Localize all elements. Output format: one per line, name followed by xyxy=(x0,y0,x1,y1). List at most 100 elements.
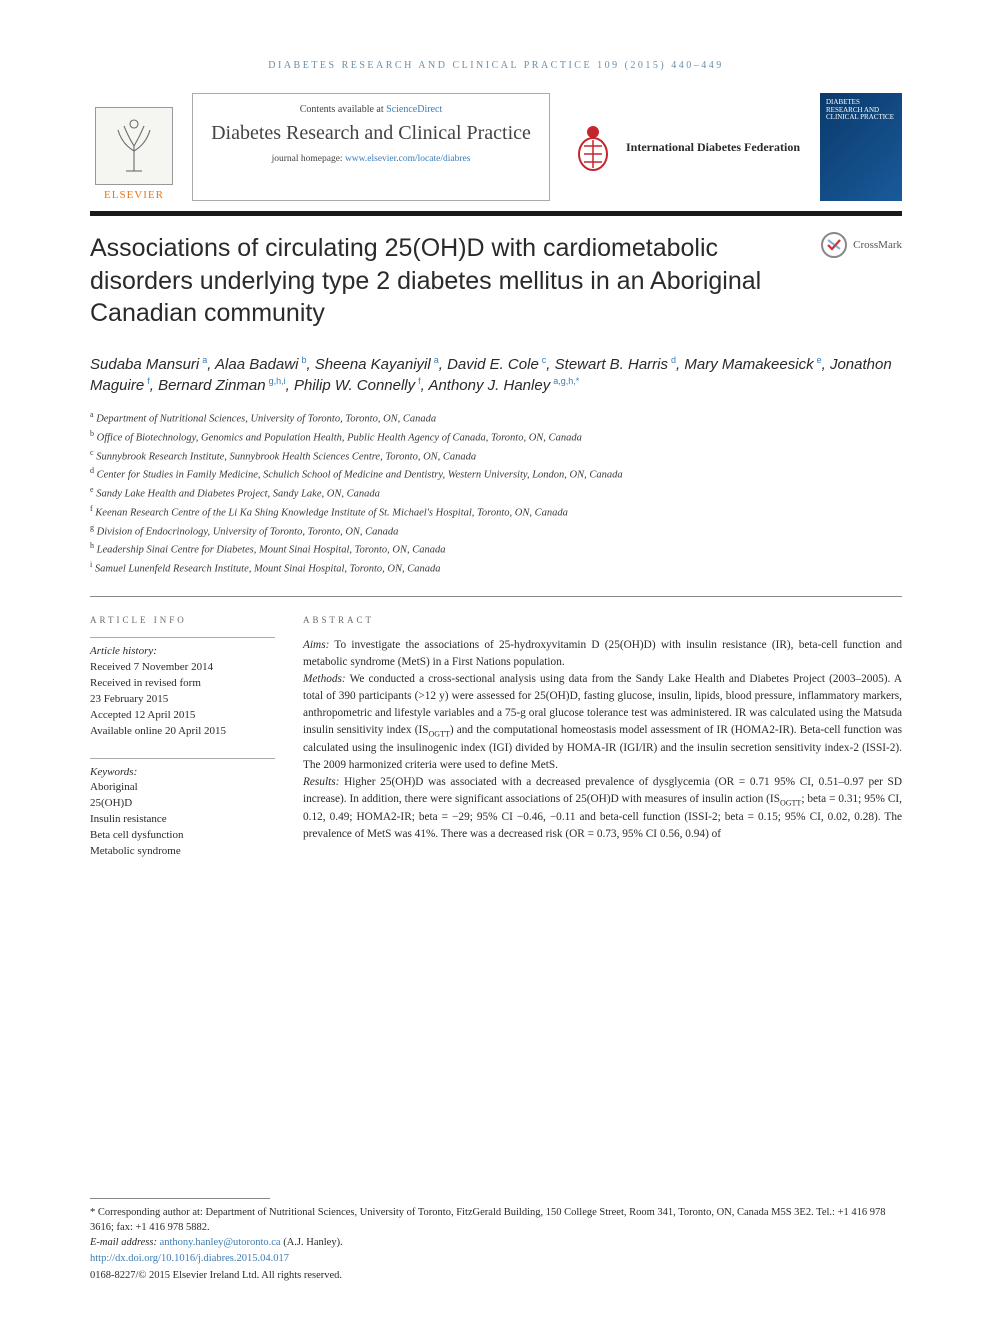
elsevier-logo[interactable]: ELSEVIER xyxy=(90,93,178,201)
article-title: Associations of circulating 25(OH)D with… xyxy=(90,232,803,330)
masthead: ELSEVIER Contents available at ScienceDi… xyxy=(90,93,902,201)
affiliation-line: i Samuel Lunenfeld Research Institute, M… xyxy=(90,559,902,578)
journal-name: Diabetes Research and Clinical Practice xyxy=(211,121,531,146)
article-info-column: ARTICLE INFO Article history: Received 7… xyxy=(90,615,275,878)
copyright-line: 0168-8227/© 2015 Elsevier Ireland Ltd. A… xyxy=(90,1268,902,1283)
author-affil-sup: a xyxy=(202,355,207,365)
author-affil-sup: g,h,i xyxy=(269,376,286,386)
contents-available: Contents available at ScienceDirect xyxy=(300,104,442,115)
author-name: Stewart B. Harris xyxy=(555,356,671,373)
author-name: Anthony J. Hanley xyxy=(428,377,553,394)
affiliation-line: a Department of Nutritional Sciences, Un… xyxy=(90,409,902,428)
rule-thick xyxy=(90,211,902,216)
methods-label: Methods: xyxy=(303,673,346,685)
rule-short-1 xyxy=(90,637,275,638)
affil-key: a xyxy=(90,410,94,419)
article-info-head: ARTICLE INFO xyxy=(90,615,275,625)
masthead-center: Contents available at ScienceDirect Diab… xyxy=(192,93,550,201)
affiliation-line: b Office of Biotechnology, Genomics and … xyxy=(90,428,902,447)
author-affil-sup: b xyxy=(301,355,306,365)
author-name: David E. Cole xyxy=(447,356,542,373)
elsevier-wordmark: ELSEVIER xyxy=(104,189,164,201)
keyword: 25(OH)D xyxy=(90,796,275,812)
email-label: E-mail address: xyxy=(90,1237,157,1248)
results-sub-1: OGTT xyxy=(780,798,801,807)
corr-star: * xyxy=(90,1207,98,1218)
two-column-body: ARTICLE INFO Article history: Received 7… xyxy=(90,615,902,878)
keywords-block: Keywords: Aboriginal25(OH)DInsulin resis… xyxy=(90,765,275,861)
affil-key: b xyxy=(90,429,94,438)
affil-key: h xyxy=(90,541,94,550)
journal-cover-thumb: DIABETES RESEARCH AND CLINICAL PRACTICE xyxy=(820,93,902,201)
email-paren: (A.J. Hanley). xyxy=(283,1237,342,1248)
author-name: Mary Mamakeesick xyxy=(684,356,816,373)
keyword: Aboriginal xyxy=(90,780,275,796)
title-row: Associations of circulating 25(OH)D with… xyxy=(90,232,902,330)
history-line: Received 7 November 2014 xyxy=(90,660,275,676)
author-affil-sup: f xyxy=(147,376,150,386)
history-line: Received in revised form xyxy=(90,676,275,692)
corr-text: Department of Nutritional Sciences, Univ… xyxy=(90,1207,886,1233)
keyword: Metabolic syndrome xyxy=(90,844,275,860)
methods-sub-1: OGTT xyxy=(429,729,450,738)
running-head: DIABETES RESEARCH AND CLINICAL PRACTICE … xyxy=(90,60,902,71)
history-line: Accepted 12 April 2015 xyxy=(90,708,275,724)
idf-name: International Diabetes Federation xyxy=(626,140,800,154)
abstract-head: ABSTRACT xyxy=(303,615,902,625)
idf-block: International Diabetes Federation xyxy=(564,93,806,201)
email-line: E-mail address: anthony.hanley@utoronto.… xyxy=(90,1235,902,1250)
email-link[interactable]: anthony.hanley@utoronto.ca xyxy=(160,1237,281,1248)
elsevier-tree-icon xyxy=(95,107,173,185)
rule-short-2 xyxy=(90,758,275,759)
idf-logo-icon xyxy=(570,120,616,174)
history-line: 23 February 2015 xyxy=(90,692,275,708)
affil-key: c xyxy=(90,448,94,457)
crossmark-badge[interactable]: CrossMark xyxy=(821,232,902,258)
authors: Sudaba Mansuri a, Alaa Badawi b, Sheena … xyxy=(90,354,902,398)
abstract-column: ABSTRACT Aims: To investigate the associ… xyxy=(303,615,902,878)
contents-prefix: Contents available at xyxy=(300,104,386,115)
doi-link[interactable]: http://dx.doi.org/10.1016/j.diabres.2015… xyxy=(90,1253,289,1264)
author-name: Philip W. Connelly xyxy=(294,377,418,394)
footer-rule xyxy=(90,1198,270,1199)
keywords-label: Keywords: xyxy=(90,765,275,781)
homepage-link[interactable]: www.elsevier.com/locate/diabres xyxy=(345,154,470,164)
results-label: Results: xyxy=(303,776,339,788)
author-affil-sup: f xyxy=(418,376,421,386)
rule-thin-1 xyxy=(90,596,902,597)
author-name: Sudaba Mansuri xyxy=(90,356,202,373)
affil-key: d xyxy=(90,466,94,475)
keyword: Beta cell dysfunction xyxy=(90,828,275,844)
aims-text: To investigate the associations of 25-hy… xyxy=(303,639,902,668)
affil-key: i xyxy=(90,560,92,569)
affil-key: f xyxy=(90,504,93,513)
sciencedirect-link[interactable]: ScienceDirect xyxy=(386,104,442,115)
homepage-prefix: journal homepage: xyxy=(272,154,345,164)
affil-key: g xyxy=(90,523,94,532)
affiliation-line: g Division of Endocrinology, University … xyxy=(90,522,902,541)
affiliation-line: d Center for Studies in Family Medicine,… xyxy=(90,465,902,484)
author-name: Bernard Zinman xyxy=(158,377,269,394)
corresponding-author: * Corresponding author at: Department of… xyxy=(90,1205,902,1235)
history-line: Available online 20 April 2015 xyxy=(90,724,275,740)
article-history: Article history: Received 7 November 201… xyxy=(90,644,275,740)
affiliation-line: e Sandy Lake Health and Diabetes Project… xyxy=(90,484,902,503)
author-name: Alaa Badawi xyxy=(215,356,301,373)
affiliations: a Department of Nutritional Sciences, Un… xyxy=(90,409,902,578)
author-affil-sup: a xyxy=(434,355,439,365)
homepage-line: journal homepage: www.elsevier.com/locat… xyxy=(272,154,471,164)
crossmark-icon xyxy=(821,232,847,258)
crossmark-label: CrossMark xyxy=(853,239,902,251)
affiliation-line: c Sunnybrook Research Institute, Sunnybr… xyxy=(90,447,902,466)
affiliation-line: f Keenan Research Centre of the Li Ka Sh… xyxy=(90,503,902,522)
author-affil-sup: a,g,h,* xyxy=(553,376,579,386)
footer: * Corresponding author at: Department of… xyxy=(90,1198,902,1283)
author-affil-sup: c xyxy=(542,355,547,365)
abstract-body: Aims: To investigate the associations of… xyxy=(303,637,902,843)
author-affil-sup: d xyxy=(671,355,676,365)
affiliation-line: h Leadership Sinai Centre for Diabetes, … xyxy=(90,540,902,559)
aims-label: Aims: xyxy=(303,639,329,651)
history-label: Article history: xyxy=(90,644,275,660)
corr-label-text: Corresponding author at: xyxy=(98,1207,206,1218)
keyword: Insulin resistance xyxy=(90,812,275,828)
